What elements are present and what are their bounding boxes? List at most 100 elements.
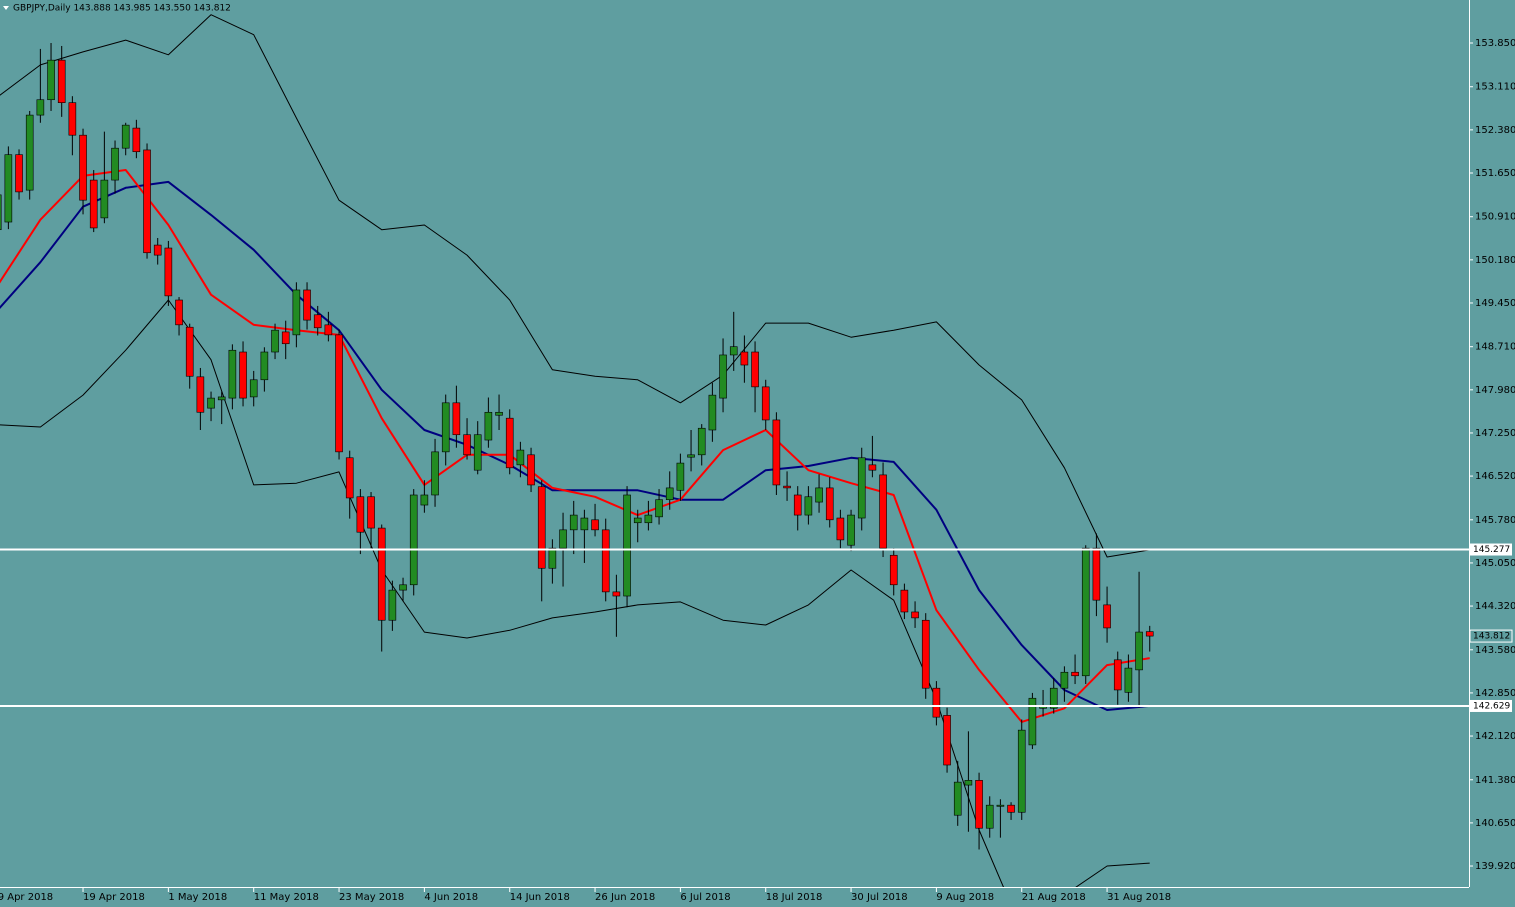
candle-body xyxy=(409,494,418,586)
indicator-line xyxy=(0,169,1150,723)
price-label-box xyxy=(1469,629,1513,643)
x-tick-label: 19 Apr 2018 xyxy=(83,892,145,903)
menu-triangle[interactable] xyxy=(3,6,9,10)
y-tick-label: 141.380 xyxy=(1475,775,1515,786)
y-tick-label: 147.980 xyxy=(1475,385,1515,396)
candle-body xyxy=(452,402,461,436)
y-tick-label: 142.850 xyxy=(1475,688,1515,699)
candle-body xyxy=(377,527,386,621)
x-tick-label: 6 Jul 2018 xyxy=(680,892,730,903)
candle-body xyxy=(975,780,983,829)
candle-body xyxy=(847,514,855,546)
axes: 153.850 153.110 152.380 151.650 150.910 150.1… xyxy=(0,38,1515,903)
level-label-box xyxy=(1470,699,1512,712)
candle-body xyxy=(921,619,930,689)
candle-body xyxy=(228,349,237,399)
candle-body xyxy=(1071,671,1079,677)
candle-body xyxy=(271,329,279,353)
x-tick-label: 11 May 2018 xyxy=(254,892,319,903)
y-tick-label: 153.850 xyxy=(1475,38,1515,49)
candle-body xyxy=(175,299,183,326)
price-label: 143.812 xyxy=(1473,632,1510,642)
candle-body xyxy=(367,496,375,529)
candle-body xyxy=(1124,667,1133,693)
candle-body xyxy=(473,434,482,471)
candle-body xyxy=(207,397,215,409)
y-tick-label: 143.580 xyxy=(1475,645,1515,656)
candle-body xyxy=(804,496,813,516)
candle-body xyxy=(559,529,567,549)
candle-body xyxy=(356,496,365,533)
candle-body xyxy=(772,419,781,486)
candle-body xyxy=(239,351,247,399)
candle-body xyxy=(868,464,877,471)
candle-body xyxy=(996,804,1005,807)
y-tick-label: 145.780 xyxy=(1475,515,1515,526)
candle-body xyxy=(292,289,301,336)
x-tick-label: 31 Aug 2018 xyxy=(1107,892,1171,903)
candle-body xyxy=(1017,729,1026,813)
candle-body xyxy=(196,376,205,413)
candle-body xyxy=(687,454,695,458)
candle-body xyxy=(825,487,834,521)
candle-body xyxy=(580,517,589,531)
candle-body xyxy=(601,529,610,593)
y-tick-label: 140.650 xyxy=(1475,818,1515,829)
candle-body xyxy=(1135,631,1143,671)
candle-body xyxy=(548,547,557,569)
candle-body xyxy=(1145,631,1154,637)
candle-body xyxy=(4,154,13,223)
y-tick-label: 142.120 xyxy=(1475,731,1515,742)
x-tick-label: 21 Aug 2018 xyxy=(1022,892,1086,903)
candle-body xyxy=(153,244,162,256)
candle-body xyxy=(420,494,429,506)
level-label: 145.277 xyxy=(1473,545,1510,555)
candle-body xyxy=(633,517,642,524)
candle-body xyxy=(36,99,45,116)
candle-body xyxy=(143,149,151,254)
candle-body xyxy=(943,715,951,766)
indicator-line xyxy=(0,14,1150,558)
candle-body xyxy=(623,494,631,597)
candle-body xyxy=(281,331,290,345)
candle-body xyxy=(1092,547,1101,601)
x-tick-label: 30 Jul 2018 xyxy=(851,892,908,903)
x-tick-label: 18 Jul 2018 xyxy=(766,892,823,903)
candle-body xyxy=(79,134,87,201)
y-tick-label: 151.650 xyxy=(1475,168,1515,179)
x-tick-label: 4 Jun 2018 xyxy=(424,892,478,903)
candle-body xyxy=(0,194,2,231)
y-tick-label: 144.320 xyxy=(1475,601,1515,612)
x-tick-label: 9 Apr 2018 xyxy=(0,892,53,903)
candle-body xyxy=(879,474,887,549)
candle-body xyxy=(900,589,909,613)
candle-body xyxy=(729,346,738,356)
candle-body xyxy=(335,334,343,453)
candle-body xyxy=(761,386,770,421)
candle-body xyxy=(644,514,653,524)
candle-body xyxy=(569,514,578,531)
x-tick-label: 14 Jun 2018 xyxy=(510,892,570,903)
candle-body xyxy=(836,517,845,541)
y-tick-label: 145.050 xyxy=(1475,558,1515,569)
candle-body xyxy=(932,687,941,718)
candle-body xyxy=(1103,604,1111,629)
chart-title: GBPJPY,Daily 143.888 143.985 143.550 143… xyxy=(13,4,231,14)
candle-body xyxy=(345,457,354,499)
candle-body xyxy=(911,611,919,619)
candle-body xyxy=(751,351,759,388)
candle-body xyxy=(1007,804,1015,813)
x-tick-label: 26 Jun 2018 xyxy=(595,892,655,903)
candle-body xyxy=(25,114,34,191)
y-tick-label: 139.920 xyxy=(1475,861,1515,872)
y-tick-label: 147.250 xyxy=(1475,428,1515,439)
candle-body xyxy=(164,247,173,297)
candle-body xyxy=(388,589,397,621)
candle-body xyxy=(505,417,514,469)
candle-body xyxy=(793,494,802,516)
candle-body xyxy=(1081,547,1090,677)
y-tick-label: 150.910 xyxy=(1475,212,1515,223)
